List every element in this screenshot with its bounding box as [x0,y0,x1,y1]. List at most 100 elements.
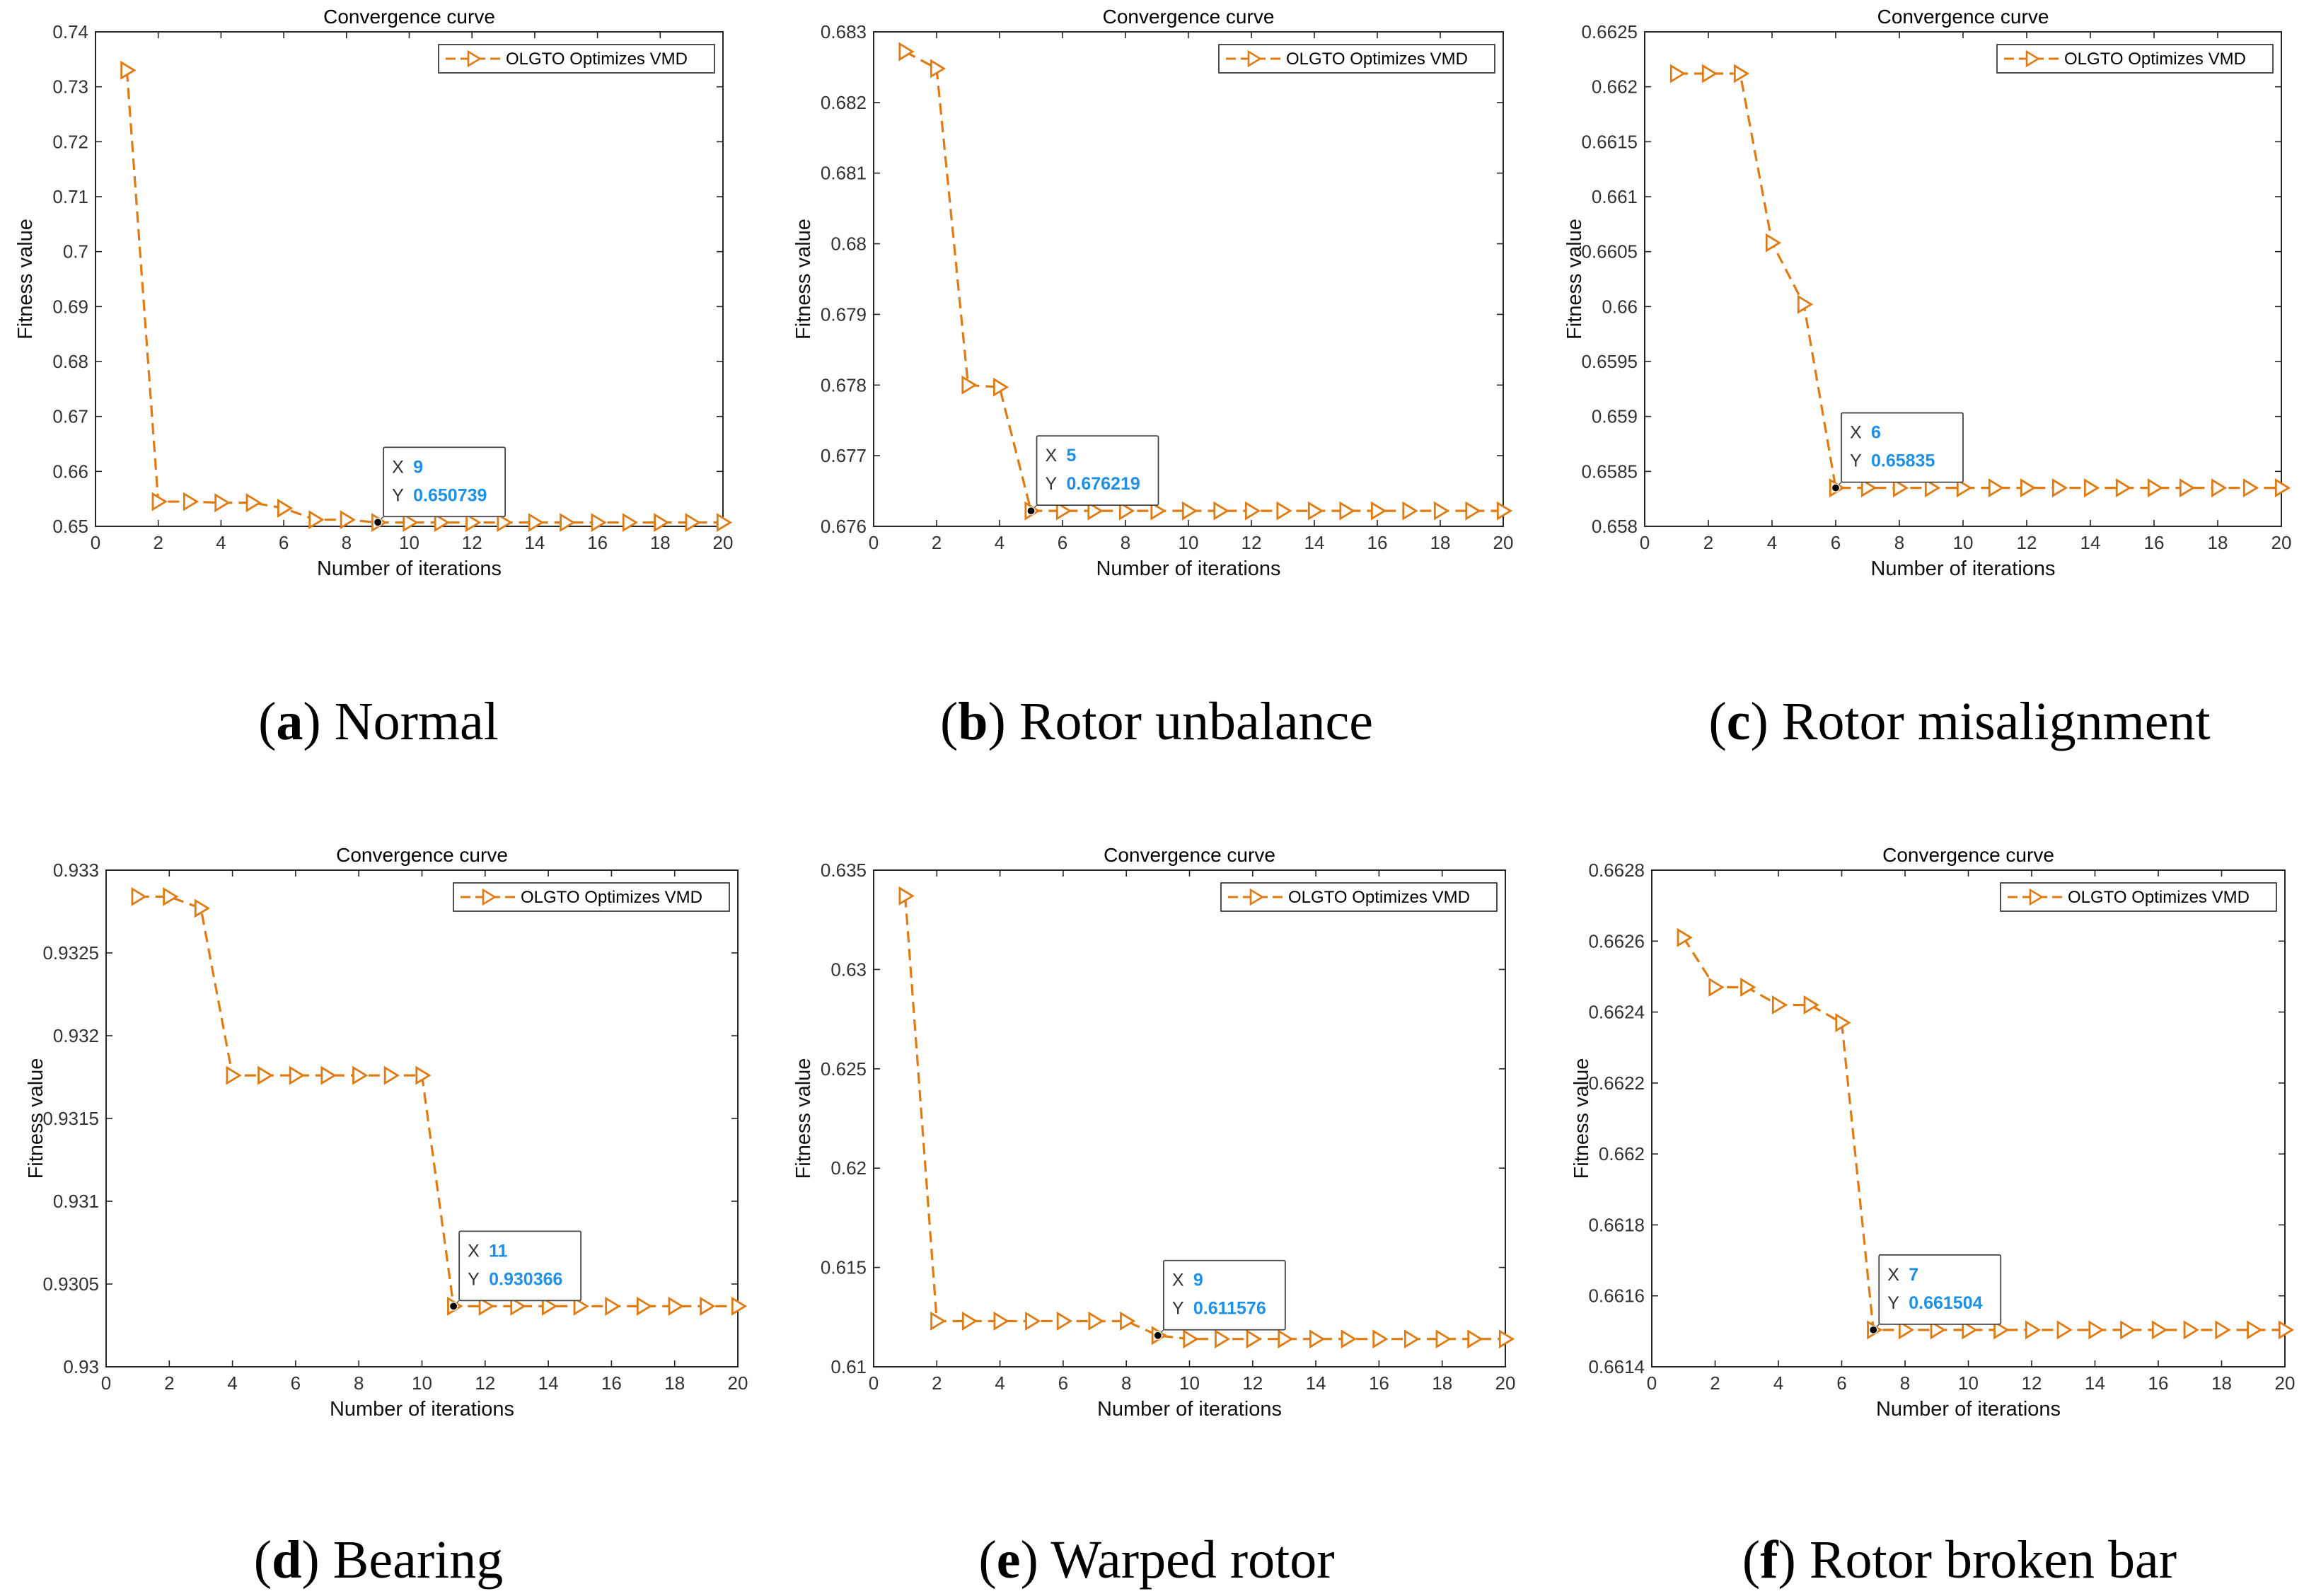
y-tick-label: 0.68 [52,351,88,372]
caption-letter: d [272,1530,301,1590]
y-tick-label: 0.6605 [1581,241,1638,262]
x-tick-label: 0 [91,532,100,553]
data-point [1892,478,1909,498]
data-point [1993,1320,2010,1340]
x-tick-label: 8 [1121,532,1130,553]
caption-paren-open: ( [1742,1530,1760,1590]
data-point [289,1065,306,1085]
data-point [591,513,607,533]
data-point [1181,501,1198,521]
x-tick-label: 10 [399,532,419,553]
x-tick-label: 2 [932,532,942,553]
x-tick-label: 14 [2080,532,2101,553]
data-point [2242,478,2259,498]
data-point [1835,1013,1851,1033]
data-point [1402,501,1418,521]
data-tip-x-value: 11 [489,1241,508,1261]
x-tick-label: 12 [2017,532,2037,553]
y-tick-label: 0.683 [821,21,867,42]
x-tick-label: 18 [664,1372,685,1394]
data-tip-x-value: 5 [1067,446,1077,466]
legend-box [438,44,715,74]
y-tick-label: 0.62 [830,1157,867,1179]
caption-text: Bearing [320,1530,504,1590]
data-point [1215,1329,1231,1349]
y-tick-label: 0.681 [821,163,867,184]
data-point [383,1065,400,1085]
y-tick-label: 0.662 [1599,1143,1645,1164]
data-point [1150,501,1167,521]
data-point [1733,64,1750,83]
data-point [1341,1329,1357,1349]
y-tick-label: 0.66 [1602,296,1638,317]
data-point [1307,501,1324,521]
data-point [1708,977,1725,997]
x-tick-label: 10 [1179,1372,1200,1394]
x-tick-label: 0 [1647,1372,1657,1394]
data-point [1056,1311,1073,1331]
data-point [2211,478,2228,498]
x-tick-label: 12 [2022,1372,2042,1394]
data-tip-y-label: Y [1172,1299,1184,1319]
legend: OLGTO Optimizes VMD [438,44,715,74]
x-tick-label: 20 [2275,1372,2296,1394]
series-line [904,896,1505,1341]
data-point [1956,478,1973,498]
data-point [2147,478,2164,498]
caption-letter: f [1760,1530,1779,1590]
data-point [245,493,262,513]
data-point [2056,1320,2073,1340]
chart-title: Convergence curve [1103,6,1275,28]
data-tip-anchor-point [1831,483,1841,492]
x-tick-label: 6 [1058,532,1067,553]
x-tick-label: 16 [601,1372,622,1394]
data-point [1498,1329,1515,1349]
data-point [1372,1329,1389,1349]
data-point [194,898,211,918]
caption-paren-close: ) [1020,1530,1038,1590]
y-axis-label: Fitness value [1563,219,1586,340]
data-point [2083,478,2100,498]
data-point [528,513,545,533]
y-tick-label: 0.677 [821,445,867,466]
data-point [1433,501,1450,521]
data-tip-box [1036,435,1159,507]
data-point [226,1065,242,1085]
caption-paren-close: ) [1778,1530,1796,1590]
legend-label: OLGTO Optimizes VMD [2068,888,2250,907]
x-tick-label: 10 [1179,532,1199,553]
legend-label: OLGTO Optimizes VMD [506,50,688,69]
chart-panel-a: Convergence curve 0 2 4 6 8 10 12 14 16 18 20 0.65 0.… [14,6,733,751]
y-tick-label: 0.9315 [42,1108,99,1129]
data-tip: X 5Y 0.676219 [1026,435,1159,516]
y-tick-label: 0.72 [52,131,88,152]
data-tip-x-value: 7 [1909,1265,1918,1285]
legend: OLGTO Optimizes VMD [1218,44,1495,74]
chart-panel-e: Convergence curve 0 2 4 6 8 10 12 14 16 18 20 0.61 0.… [792,844,1515,1590]
data-point [1244,501,1261,521]
y-tick-label: 0.932 [53,1025,99,1046]
x-tick-label: 12 [475,1372,495,1394]
panel-caption: (b) Rotor unbalance [940,692,1373,751]
data-point [510,1296,526,1316]
data-tip-anchor-point [449,1302,458,1311]
legend: OLGTO Optimizes VMD [1996,44,2274,74]
x-tick-label: 12 [1242,1372,1263,1394]
data-point [930,59,947,79]
data-point [415,1065,432,1085]
caption-letter: e [997,1530,1021,1590]
data-point [1924,478,1941,498]
x-tick-label: 8 [342,532,352,553]
data-point [2215,1320,2231,1340]
x-tick-label: 20 [713,532,734,553]
y-tick-label: 0.69 [52,296,88,317]
caption-paren-close: ) [988,692,1006,751]
y-axis-label: Fitness value [1570,1058,1593,1179]
x-tick-label: 10 [412,1372,432,1394]
data-tip-y-value: 0.676219 [1067,474,1140,494]
data-point [1435,1329,1452,1349]
x-axis-label: Number of iterations [1097,1398,1282,1421]
legend-label: OLGTO Optimizes VMD [2064,50,2246,69]
data-point [2088,1320,2105,1340]
data-point [2278,1320,2295,1340]
